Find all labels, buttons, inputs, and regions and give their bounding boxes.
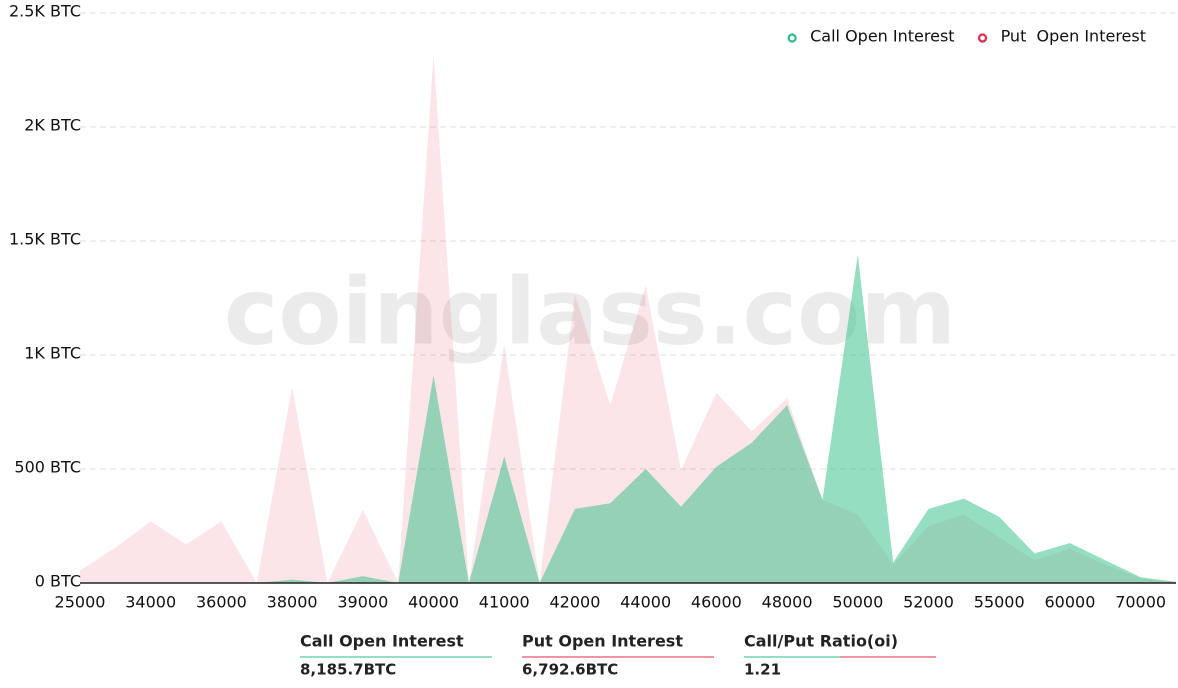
- area: [80, 55, 1176, 584]
- x-tick-label: 55000: [974, 593, 1025, 612]
- x-tick-label: 52000: [903, 593, 954, 612]
- y-tick-label: 0 BTC: [35, 572, 81, 591]
- y-tick-label: 500 BTC: [14, 458, 81, 477]
- summary-value: 1.21: [744, 661, 781, 679]
- x-tick-label: 40000: [408, 593, 459, 612]
- watermark: coinglass.com: [224, 258, 956, 365]
- x-tick-label: 36000: [196, 593, 247, 612]
- legend-marker: [787, 33, 797, 43]
- legend-label: Put Open Interest: [1001, 27, 1146, 46]
- y-tick-label: 2K BTC: [24, 116, 81, 135]
- summary-label: Call/Put Ratio(oi): [744, 632, 898, 651]
- x-tick-label: 42000: [550, 593, 601, 612]
- x-tick-label: 70000: [1115, 593, 1166, 612]
- x-tick-label: 25000: [55, 593, 106, 612]
- summary-label: Put Open Interest: [522, 632, 683, 651]
- area: [80, 254, 1176, 583]
- y-tick-label: 2.5K BTC: [9, 2, 81, 21]
- legend-marker: [977, 33, 988, 43]
- x-tick-label: 60000: [1044, 593, 1095, 612]
- x-tick-label: 41000: [479, 593, 530, 612]
- summary-value: 6,792.6BTC: [522, 661, 618, 679]
- x-tick-label: 44000: [620, 593, 671, 612]
- y-tick-label: 1K BTC: [24, 344, 81, 363]
- y-tick-label: 1.5K BTC: [9, 230, 81, 249]
- x-tick-label: 38000: [267, 593, 318, 612]
- x-tick-label: 39000: [337, 593, 388, 612]
- x-tick-label: 50000: [832, 593, 883, 612]
- x-tick-label: 46000: [691, 593, 742, 612]
- legend-label: Call Open Interest: [810, 27, 954, 46]
- x-tick-label: 34000: [125, 593, 176, 612]
- x-tick-label: 48000: [762, 593, 813, 612]
- summary-value: 8,185.7BTC: [300, 661, 396, 679]
- summary-label: Call Open Interest: [300, 632, 464, 651]
